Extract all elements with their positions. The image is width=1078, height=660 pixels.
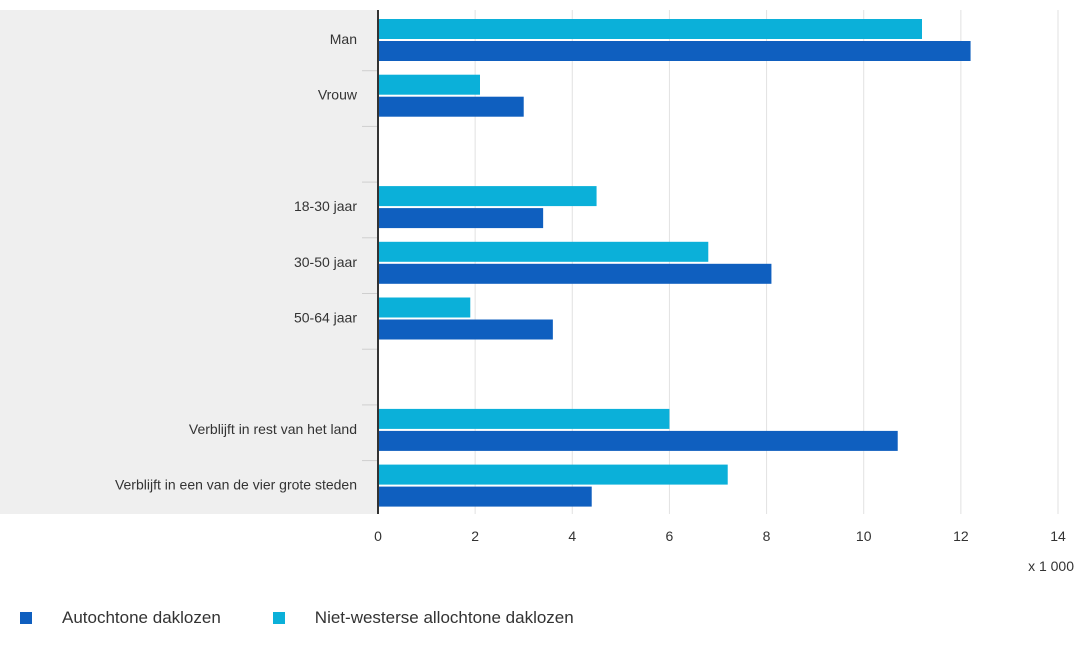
bar [379,74,480,95]
bar [379,486,592,507]
category-label: Verblijft in rest van het land [189,421,357,437]
legend: Autochtone daklozen Niet-westerse alloch… [20,608,626,628]
category-label: 18-30 jaar [294,198,357,214]
legend-swatch [272,612,285,624]
bar-chart: Man Vrouw 18-30 jaar 30-50 jaar 50-64 jaar Ve… [0,10,1074,574]
x-tick-label: 0 [374,528,382,544]
category-ticks [362,70,378,462]
bar [379,41,971,61]
x-tick-label: 4 [568,528,576,544]
x-tick-labels: 0 2 4 6 8 10 12 14 [374,528,1066,544]
category-label: 30-50 jaar [294,254,357,270]
x-tick-label: 14 [1050,528,1066,544]
category-label: Man [330,31,357,47]
bar [379,186,597,207]
label-panel-background [0,10,378,514]
bar [379,263,772,284]
legend-label: Autochtone daklozen [62,608,221,627]
bars [379,19,971,507]
bar [379,430,898,451]
bar [379,408,670,429]
x-tick-label: 12 [953,528,969,544]
bar [379,297,471,318]
x-tick-label: 10 [856,528,872,544]
x-tick-label: 2 [471,528,479,544]
bar [379,96,524,117]
bar [379,319,553,340]
category-label: Verblijft in een van de vier grote stede… [115,477,357,493]
bar [379,208,544,229]
bar [379,19,922,39]
legend-item-niet-westerse: Niet-westerse allochtone daklozen [272,608,574,628]
category-label: 50-64 jaar [294,310,357,326]
x-tick-label: 8 [763,528,771,544]
bar [379,241,709,262]
legend-label: Niet-westerse allochtone daklozen [314,608,574,627]
legend-swatch [20,612,32,624]
category-labels: Man Vrouw 18-30 jaar 30-50 jaar 50-64 jaar Ve… [115,31,358,493]
x-tick-label: 6 [666,528,674,544]
category-label: Vrouw [318,87,358,103]
unit-label: x 1 000 [1028,558,1074,574]
legend-item-autochtone: Autochtone daklozen [20,608,221,628]
bar [379,464,728,485]
